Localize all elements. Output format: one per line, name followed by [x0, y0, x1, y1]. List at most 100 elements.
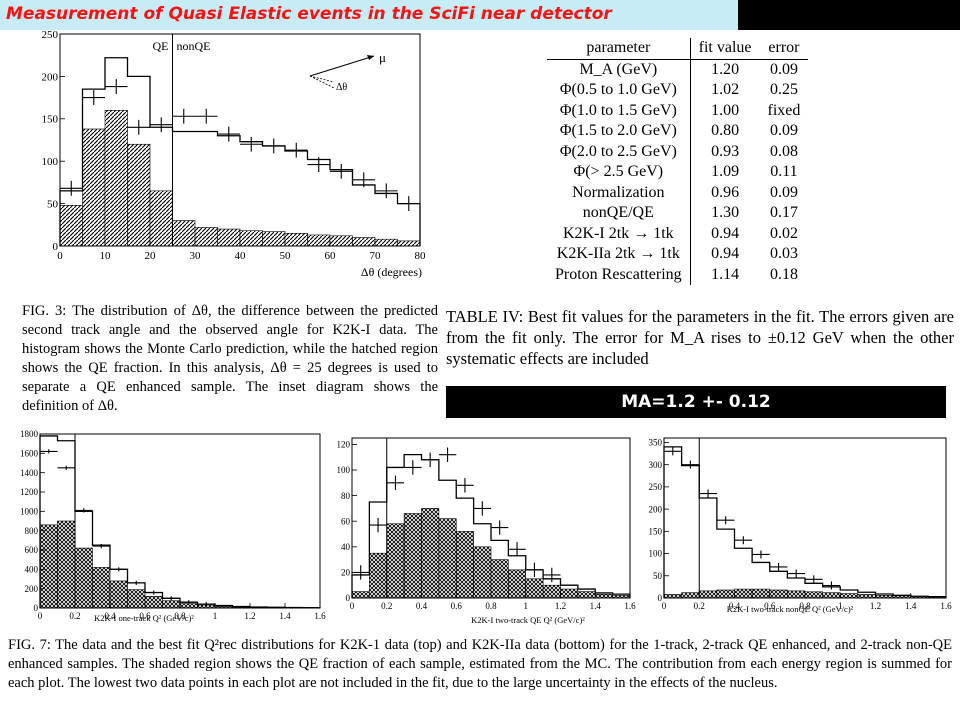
data-point	[110, 567, 128, 572]
inset-dashed-lines	[309, 75, 335, 89]
qe-hatched-bar	[172, 220, 196, 247]
data-point	[375, 183, 398, 199]
data-point	[787, 569, 805, 578]
y-tick-label: 200	[25, 584, 39, 594]
qe-hatched-bar	[397, 240, 421, 247]
table-row: Φ(0.5 to 1.0 GeV) 1.02 0.25	[547, 80, 808, 101]
param-cell: Φ(1.0 to 1.5 GeV)	[547, 100, 691, 121]
y-tick-label: 0	[34, 603, 39, 613]
qe-hatched-bar	[839, 593, 859, 599]
qe-hatched-bar	[577, 591, 596, 599]
y-tick-label: 50	[47, 198, 59, 210]
value-cell: 0.93	[711, 142, 740, 160]
qe-hatched-bar	[663, 594, 682, 599]
data-point	[805, 575, 823, 584]
table-caption: TABLE IV: Best fit values for the parame…	[446, 307, 954, 368]
data-point	[473, 501, 491, 516]
data-point	[82, 90, 105, 106]
error-cell: 0.11	[770, 163, 798, 180]
slide-title: Measurement of Quasi Elastic events in t…	[6, 4, 612, 24]
fig7-caption: FIG. 7: The data and the best fit Q²rec …	[8, 637, 952, 691]
y-tick-label: 1400	[20, 468, 39, 478]
data-point	[92, 544, 110, 549]
qe-hatched-bar	[59, 204, 83, 247]
x-tick-label: 70	[370, 250, 382, 262]
x-tick-label: 1.6	[624, 601, 636, 611]
error-cell: fixed	[767, 101, 801, 119]
x-tick-label: 50	[280, 250, 292, 262]
error-cell: 0.17	[769, 204, 798, 221]
y-tick-label: 200	[649, 504, 663, 514]
value-cell: 0.94	[711, 245, 740, 262]
fig3-caption: FIG. 3: The distribution of Δθ, the diff…	[22, 303, 438, 414]
x-tick-label: 1.4	[590, 601, 602, 611]
table-header-row: parameter fit value error	[547, 38, 809, 60]
x-tick-label: 0	[38, 611, 43, 621]
value-cell: 1.09	[711, 163, 740, 180]
qe-hatched-bar	[109, 580, 128, 609]
y-tick-label: 150	[42, 114, 59, 126]
param-cell: Φ(1.5 to 2.0 GeV)	[547, 121, 691, 142]
y-tick-label: 0	[658, 593, 663, 603]
ma-result-banner: MA=1.2 +- 0.12	[446, 386, 946, 418]
qe-hatched-bar	[386, 523, 405, 599]
x-tick-label: 0	[57, 250, 63, 262]
x-tick-label: 1.4	[905, 601, 917, 611]
qe-hatched-bar	[525, 578, 544, 599]
qe-hatched-bar	[57, 520, 76, 609]
qe-hatched-bar	[127, 589, 146, 609]
x-tick-label: 0.4	[104, 611, 116, 621]
y-tick-label: 150	[649, 526, 663, 536]
qe-hatched-bar	[594, 593, 613, 599]
x-tick-label: 30	[190, 250, 202, 262]
param-cell: Proton Rescattering	[547, 264, 691, 285]
x-tick-label: 1	[213, 611, 218, 621]
qe-hatched-bar	[74, 547, 93, 609]
fit-table-container: parameter fit value error M_A (GeV) 1.20 0…	[547, 38, 809, 285]
data-point	[285, 142, 308, 158]
qe-hatched-bar	[473, 546, 492, 599]
y-tick-label: 250	[649, 482, 663, 492]
data-point	[162, 596, 180, 601]
value-cell: 0.96	[711, 183, 740, 201]
data-point	[369, 517, 387, 533]
x-tick-label: 0.8	[485, 601, 497, 611]
data-point	[421, 452, 439, 467]
qe-hatched-bar	[39, 524, 58, 609]
table-row: nonQE/QE 1.30 0.17	[547, 203, 808, 224]
qe-hatched-bar	[681, 592, 700, 599]
x-tick-label: 1.6	[314, 611, 326, 621]
value-cell: 0.94	[711, 224, 740, 242]
table-row: Φ(1.0 to 1.5 GeV) 1.00 fixed	[547, 100, 808, 121]
y-tick-label: 1800	[20, 429, 39, 439]
data-point	[769, 562, 788, 571]
y-tick-label: 0	[346, 593, 351, 603]
x-tick-label: 1.6	[940, 601, 952, 611]
x-tick-label: 0	[662, 601, 667, 611]
x-tick-label: 0	[350, 601, 355, 611]
qe-hatched-bar	[239, 230, 263, 247]
data-point	[699, 489, 717, 498]
x-tick-label: 20	[145, 250, 157, 262]
data-point	[60, 180, 83, 196]
qe-hatched-bar	[149, 190, 173, 247]
y-tick-label: 0	[53, 241, 59, 253]
table-row: Proton Rescattering 1.14 0.18	[547, 264, 808, 285]
qe-hatched-bar	[438, 518, 457, 599]
y-tick-label: 400	[25, 564, 39, 574]
data-point	[240, 136, 263, 152]
data-point	[543, 567, 561, 583]
error-cell: 0.09	[769, 183, 798, 201]
x-axis-label: K2K-I two-track QE Q² (GeV/c)²	[471, 615, 585, 625]
x-axis-label: K2K-I two-track nonQE Q² (GeV/c)²	[727, 604, 854, 614]
value-cell: 1.02	[711, 81, 740, 98]
qe-hatched-bar	[508, 569, 527, 599]
y-tick-label: 40	[341, 542, 351, 552]
data-point	[145, 590, 163, 595]
x-tick-label: 1	[524, 601, 529, 611]
data-point	[734, 536, 753, 545]
x-tick-label: 1.2	[244, 611, 255, 621]
qe-hatched-bar	[329, 235, 353, 247]
qe-hatched-bar	[421, 508, 440, 599]
fig7-one-track-plot: 0 0.2 0.4 0.6 0.8 1 1.2 1.4 1.6 0 200 400 600 800 1000…	[20, 429, 326, 623]
